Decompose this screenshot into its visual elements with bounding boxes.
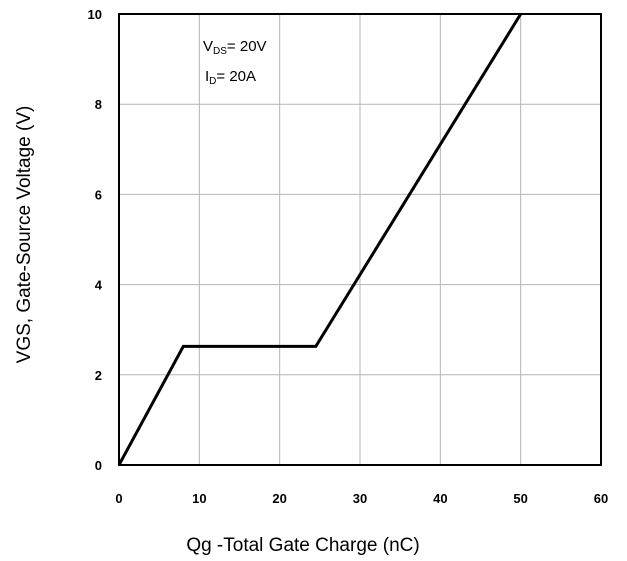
x-tick-label: 40 — [433, 491, 447, 506]
x-tick-label: 30 — [353, 491, 367, 506]
x-tick-label: 20 — [272, 491, 286, 506]
annotation-id: ID= 20A — [205, 68, 256, 87]
x-tick-label: 0 — [115, 491, 122, 506]
plot-frame — [118, 13, 602, 466]
grid-lines — [119, 14, 601, 465]
y-tick-labels: 0 2 4 6 8 10 — [88, 7, 103, 473]
x-tick-label: 60 — [594, 491, 608, 506]
annotation-vds: VDS= 20V — [203, 38, 267, 57]
x-axis-title: Qg -Total Gate Charge (nC) — [186, 535, 419, 556]
y-tick-label: 6 — [95, 187, 102, 202]
x-tick-labels: 0 10 20 30 40 50 60 — [115, 491, 608, 506]
y-axis-title: VGS, Gate-Source Voltage (V) — [14, 106, 35, 364]
vgs-vs-qg-line — [117, 13, 522, 466]
x-tick-label: 10 — [192, 491, 206, 506]
y-tick-label: 4 — [95, 278, 103, 293]
series-layer — [117, 13, 522, 466]
x-tick-label: 50 — [513, 491, 527, 506]
y-tick-label: 10 — [88, 7, 102, 22]
y-tick-label: 2 — [95, 368, 102, 383]
y-tick-label: 8 — [95, 97, 102, 112]
y-tick-label: 0 — [95, 458, 102, 473]
